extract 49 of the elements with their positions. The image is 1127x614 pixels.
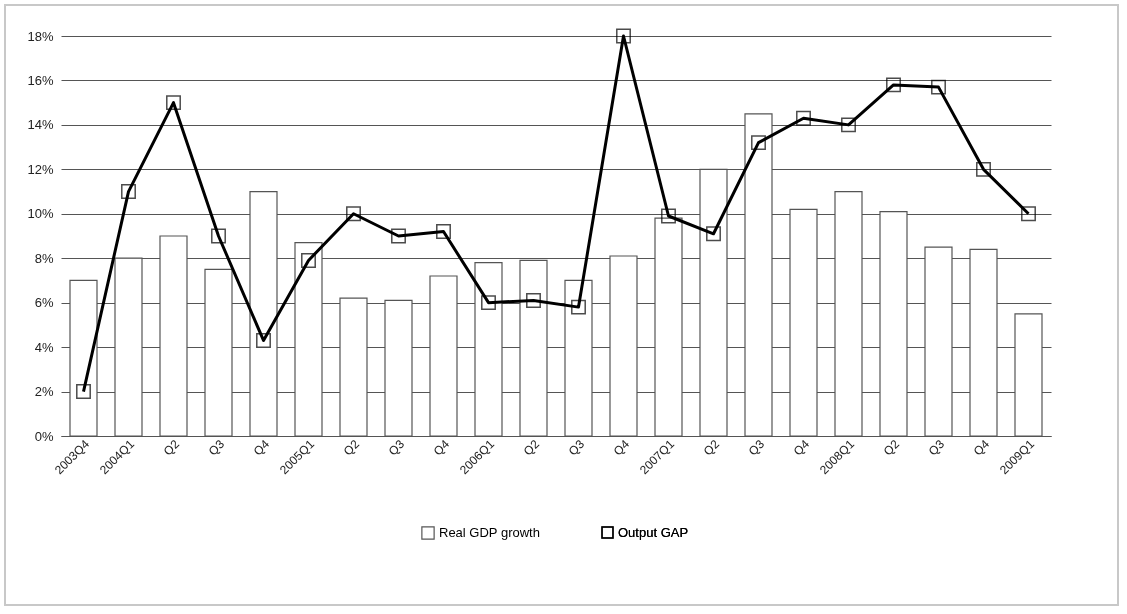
y-tick-label: 18% [27, 28, 54, 44]
point [976, 161, 991, 177]
x-tick-label: Q3 [745, 436, 768, 459]
legend-label: Real GDP growth [439, 525, 540, 540]
x-tick-label: Q3 [925, 436, 948, 459]
x-tick-label: Q2 [700, 436, 723, 459]
point [166, 95, 181, 111]
y-tick-label: 8% [34, 250, 54, 266]
point [391, 228, 406, 244]
point [481, 295, 496, 311]
point [751, 135, 766, 151]
x-tick-label: Q4 [610, 436, 633, 459]
x-tick-label: Q4 [790, 436, 813, 459]
y-tick-label: 4% [34, 339, 54, 355]
point [616, 28, 631, 44]
y-tick-label: 2% [34, 384, 54, 400]
y-tick-label: 6% [34, 295, 54, 311]
x-tick-label: Q2 [160, 436, 183, 459]
point [346, 206, 361, 222]
point [886, 77, 901, 93]
point [706, 226, 721, 242]
x-tick-label: Q3 [205, 436, 228, 459]
y-tick-label: 10% [27, 206, 54, 222]
point [526, 292, 541, 308]
legend-label: Output GAP [618, 524, 689, 540]
point [121, 184, 136, 200]
y-tick-label: 0% [34, 428, 54, 444]
point [571, 299, 586, 315]
point [211, 228, 226, 244]
point [436, 224, 451, 240]
point [1021, 206, 1036, 222]
point [931, 79, 946, 95]
point [256, 332, 271, 348]
x-tick-label: Q2 [520, 436, 543, 459]
y-tick-label: 12% [27, 161, 54, 177]
x-tick-label: Q2 [340, 436, 363, 459]
x-tick-label: Q3 [385, 436, 408, 459]
x-tick-label: Q4 [970, 436, 993, 459]
x-tick-label: Q4 [430, 436, 453, 459]
y-tick-label: 16% [27, 72, 54, 88]
x-tick-label: Q2 [880, 436, 903, 459]
point [301, 252, 316, 268]
x-tick-label: Q4 [250, 436, 273, 459]
x-tick-label: Q3 [565, 436, 588, 459]
point [661, 208, 676, 224]
point [796, 110, 811, 126]
point [841, 117, 856, 133]
y-tick-label: 14% [27, 117, 54, 133]
point [76, 384, 91, 400]
